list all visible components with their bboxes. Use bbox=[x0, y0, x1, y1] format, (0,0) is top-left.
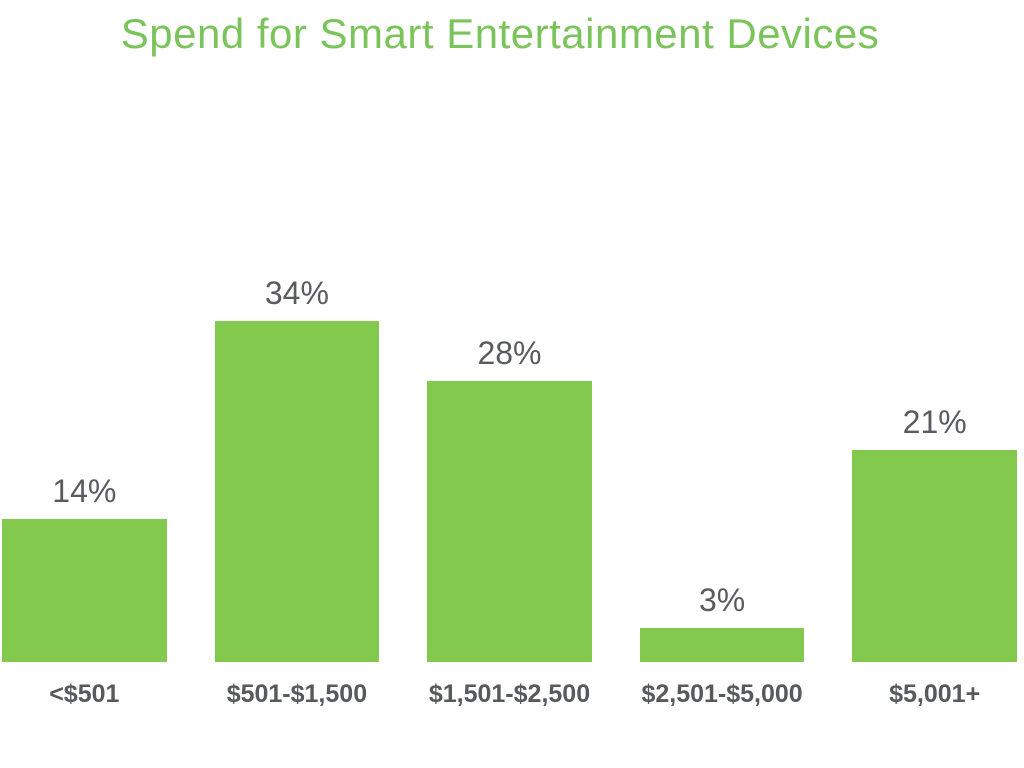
bar-value-label: 28% bbox=[477, 335, 542, 371]
bar-category-label: $1,501-$2,500 bbox=[428, 680, 591, 708]
bar bbox=[427, 381, 592, 662]
bar-category-label: $5,001+ bbox=[889, 680, 981, 708]
bar-value-label: 14% bbox=[52, 473, 117, 509]
bar-value-label: 3% bbox=[698, 582, 746, 618]
bar bbox=[639, 628, 805, 662]
bar bbox=[2, 519, 167, 662]
bar-group: 34% $501-$1,500 bbox=[214, 275, 380, 710]
bar-value-label: 34% bbox=[264, 275, 329, 311]
bar-group: 14% <$501 bbox=[2, 475, 167, 710]
bar-group: 21% $5,001+ bbox=[852, 406, 1017, 710]
bar-group: 3% $2,501-$5,000 bbox=[639, 582, 805, 710]
bar-category-label: $501-$1,500 bbox=[226, 680, 368, 708]
bar-value-label: 21% bbox=[902, 404, 967, 440]
bar-chart: 14% <$501 34% $501-$1,500 28% $1,501-$2,500 3%… bbox=[2, 277, 1017, 710]
bar bbox=[214, 321, 380, 662]
bar-category-label: $2,501-$5,000 bbox=[641, 680, 803, 708]
bar-group: 28% $1,501-$2,500 bbox=[427, 337, 592, 710]
chart-title: Spend for Smart Entertainment Devices bbox=[120, 10, 880, 57]
bar-category-label: <$501 bbox=[49, 680, 120, 708]
bar bbox=[852, 450, 1017, 662]
